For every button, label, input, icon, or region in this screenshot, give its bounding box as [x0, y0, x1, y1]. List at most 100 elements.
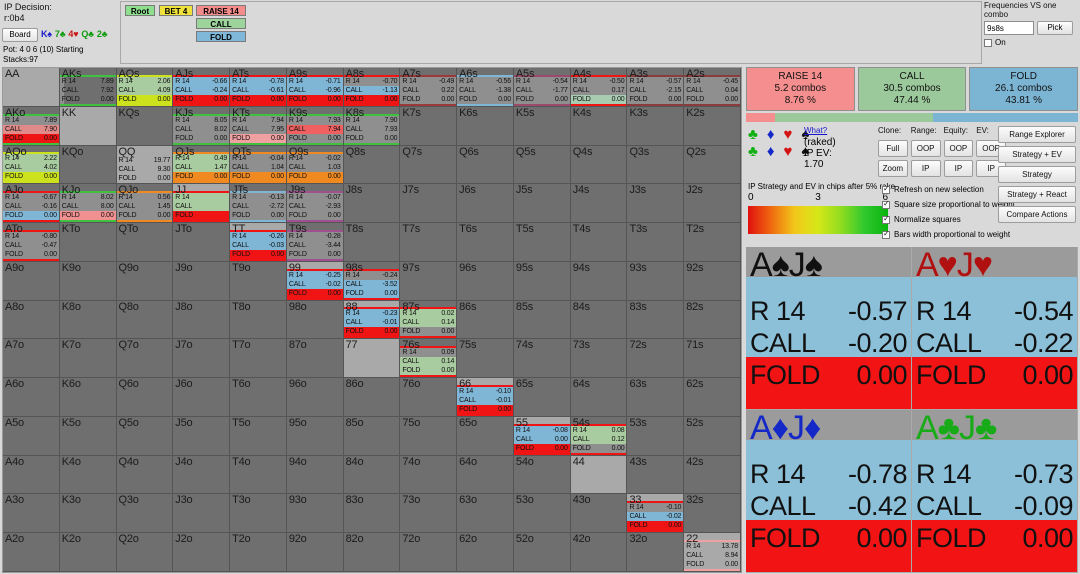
- range-cell-T6s[interactable]: T6s: [457, 223, 514, 262]
- range-cell-KTo[interactable]: KTo: [59, 223, 117, 262]
- range-cell-K2s[interactable]: K2s: [684, 106, 741, 146]
- range-cell-98s[interactable]: 98s R 14 -0.24 CALL -3.52 FOLD 0.00: [343, 261, 401, 301]
- side-button-compare-actions[interactable]: Compare Actions: [998, 206, 1076, 223]
- col-2-btn-1[interactable]: IP: [943, 160, 974, 177]
- range-cell-JJ[interactable]: JJ R 14 CALL FOLD: [173, 184, 231, 224]
- range-cell-A8s[interactable]: A8s R 14 -0.70 CALL -1.13 FOLD 0.00: [343, 68, 401, 107]
- range-cell-93o[interactable]: 93o: [286, 494, 344, 534]
- range-cell-55[interactable]: 55 R 14 -0.08 CALL 0.00 FOLD 0.00: [513, 416, 571, 456]
- range-cell-53o[interactable]: 53o: [513, 494, 571, 534]
- range-cell-K4o[interactable]: K4o: [59, 455, 117, 495]
- range-cell-T8s[interactable]: T8s: [343, 223, 401, 262]
- suit-selector[interactable]: ♣ ♦ ♥ ♠ ♣ ♦ ♥ ♠: [748, 126, 840, 160]
- club-icon-2[interactable]: ♣: [748, 143, 758, 160]
- range-cell-J5s[interactable]: J5s: [513, 184, 571, 224]
- checkbox-3[interactable]: [882, 229, 890, 239]
- range-matrix-panel[interactable]: AA AKs R 14 7.89 CALL 7.92 FOLD 0.00 AQs R 14 2.06…: [2, 67, 742, 573]
- summary-fold[interactable]: FOLD 26.1 combos 43.81 %: [969, 67, 1079, 111]
- range-cell-85o[interactable]: 85o: [343, 416, 401, 456]
- spade-icon-2[interactable]: ♠: [801, 143, 810, 160]
- range-cell-K3s[interactable]: K3s: [627, 106, 685, 146]
- diamond-icon[interactable]: ♦: [766, 126, 775, 143]
- range-cell-K6s[interactable]: K6s: [457, 106, 514, 146]
- checkbox-row-3[interactable]: Bars width proportional to weight: [882, 227, 1042, 242]
- range-cell-97s[interactable]: 97s: [400, 261, 458, 301]
- checkbox-row-2[interactable]: Normalize squares: [882, 212, 1042, 227]
- range-cell-Q4s[interactable]: Q4s: [570, 145, 628, 185]
- range-cell-88[interactable]: 88 R 14 -0.23 CALL -0.01 FOLD 0.00: [343, 300, 401, 340]
- hand-panel-1[interactable]: A♥J♥ R 14 -0.54 CALL -0.22 FOLD 0.00: [912, 247, 1078, 410]
- tree-node-bet[interactable]: BET 4: [159, 5, 193, 16]
- range-cell-TT[interactable]: TT R 14 -0.26 CALL -0.03 FOLD 0.00: [230, 223, 287, 262]
- range-cell-JTo[interactable]: JTo: [173, 223, 231, 262]
- range-cell-KQs[interactable]: KQs: [116, 106, 174, 146]
- range-cell-K6o[interactable]: K6o: [59, 378, 117, 417]
- range-cell-T3o[interactable]: T3o: [230, 494, 287, 534]
- range-cell-72s[interactable]: 72s: [627, 339, 685, 379]
- range-cell-T5o[interactable]: T5o: [230, 416, 287, 456]
- range-cell-J6o[interactable]: J6o: [173, 378, 231, 417]
- side-button-strategy[interactable]: Strategy: [998, 166, 1076, 183]
- range-cell-85s[interactable]: 85s: [513, 300, 571, 340]
- range-cell-A3o[interactable]: A3o: [3, 494, 60, 534]
- range-cell-84o[interactable]: 84o: [343, 455, 401, 495]
- range-cell-K8s[interactable]: K8s R 14 7.90 CALL 7.93 FOLD 0.00: [343, 106, 401, 146]
- range-cell-43s[interactable]: 43s: [627, 455, 685, 495]
- range-cell-66[interactable]: 66 R 14 -0.10 CALL -0.01 FOLD 0.00: [457, 378, 514, 417]
- range-cell-74s[interactable]: 74s: [513, 339, 571, 379]
- range-cell-65s[interactable]: 65s: [513, 378, 571, 417]
- range-cell-33[interactable]: 33 R 14 -0.10 CALL -0.02 FOLD 0.00: [627, 494, 685, 534]
- range-cell-T4s[interactable]: T4s: [570, 223, 628, 262]
- range-cell-92o[interactable]: 92o: [286, 533, 344, 572]
- range-cell-T6o[interactable]: T6o: [230, 378, 287, 417]
- range-cell-T8o[interactable]: T8o: [230, 300, 287, 340]
- range-cell-QJo[interactable]: QJo R 14 0.56 CALL 1.45 FOLD 0.00: [116, 184, 174, 224]
- range-cell-95o[interactable]: 95o: [286, 416, 344, 456]
- range-cell-KJs[interactable]: KJs R 14 8.05 CALL 8.02 FOLD 0.00: [173, 106, 231, 146]
- range-cell-T4o[interactable]: T4o: [230, 455, 287, 495]
- club-icon[interactable]: ♣: [748, 126, 758, 143]
- range-cell-Q8s[interactable]: Q8s: [343, 145, 401, 185]
- range-cell-Q5s[interactable]: Q5s: [513, 145, 571, 185]
- range-cell-63s[interactable]: 63s: [627, 378, 685, 417]
- range-cell-42s[interactable]: 42s: [684, 455, 741, 495]
- range-cell-44[interactable]: 44: [570, 455, 628, 495]
- range-cell-52o[interactable]: 52o: [513, 533, 571, 572]
- range-cell-87o[interactable]: 87o: [286, 339, 344, 379]
- range-cell-K8o[interactable]: K8o: [59, 300, 117, 340]
- range-cell-JTs[interactable]: JTs R 14 -0.13 CALL -2.72 FOLD 0.00: [230, 184, 287, 224]
- range-cell-K7o[interactable]: K7o: [59, 339, 117, 379]
- range-cell-Q3o[interactable]: Q3o: [116, 494, 174, 534]
- range-cell-65o[interactable]: 65o: [457, 416, 514, 456]
- range-cell-Q5o[interactable]: Q5o: [116, 416, 174, 456]
- range-cell-76o[interactable]: 76o: [400, 378, 458, 417]
- range-cell-K4s[interactable]: K4s: [570, 106, 628, 146]
- range-cell-ATo[interactable]: ATo R 14 -0.80 CALL -0.47 FOLD 0.00: [3, 223, 60, 262]
- range-cell-K2o[interactable]: K2o: [59, 533, 117, 572]
- range-cell-53s[interactable]: 53s: [627, 416, 685, 456]
- range-cell-A3s[interactable]: A3s R 14 -0.57 CALL -2.15 FOLD 0.00: [627, 68, 685, 107]
- range-cell-AJo[interactable]: AJo R 14 -0.67 CALL -0.16 FOLD 0.00: [3, 184, 60, 224]
- range-cell-73s[interactable]: 73s: [570, 339, 628, 379]
- range-cell-A5o[interactable]: A5o: [3, 416, 60, 456]
- range-cell-77[interactable]: 77: [343, 339, 401, 379]
- range-cell-QTo[interactable]: QTo: [116, 223, 174, 262]
- range-cell-82o[interactable]: 82o: [343, 533, 401, 572]
- range-cell-J3o[interactable]: J3o: [173, 494, 231, 534]
- what-help-link[interactable]: What?: [804, 126, 828, 135]
- heart-icon[interactable]: ♥: [783, 126, 793, 143]
- range-cell-AJs[interactable]: AJs R 14 -0.66 CALL -0.24 FOLD 0.00: [173, 68, 231, 107]
- range-cell-QQ[interactable]: QQ R 14 19.77 CALL 9.30 FOLD 0.00: [116, 145, 174, 185]
- spade-icon[interactable]: ♠: [801, 126, 810, 143]
- range-matrix[interactable]: AA AKs R 14 7.89 CALL 7.92 FOLD 0.00 AQs R 14 2.06…: [3, 68, 741, 572]
- range-cell-A8o[interactable]: A8o: [3, 300, 60, 340]
- range-cell-71s[interactable]: 71s: [684, 339, 741, 379]
- range-cell-98o[interactable]: 98o: [286, 300, 344, 340]
- range-cell-K7s[interactable]: K7s: [400, 106, 458, 146]
- range-cell-ATs[interactable]: ATs R 14 -0.78 CALL -0.61 FOLD 0.00: [230, 68, 287, 107]
- summary-raise[interactable]: RAISE 14 5.2 combos 8.76 %: [746, 67, 855, 111]
- range-cell-K5s[interactable]: K5s: [513, 106, 571, 146]
- range-cell-KJo[interactable]: KJo R 14 8.02 CALL 8.00 FOLD 0.00: [59, 184, 117, 224]
- range-cell-A4o[interactable]: A4o: [3, 455, 60, 495]
- range-cell-A5s[interactable]: A5s R 14 -0.54 CALL -1.77 FOLD 0.00: [513, 68, 571, 107]
